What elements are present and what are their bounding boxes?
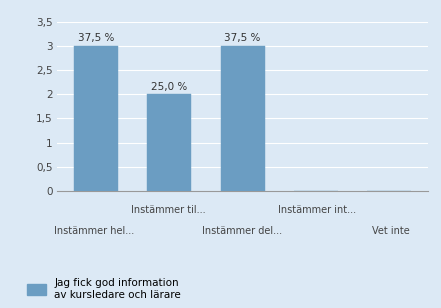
Text: 37,5 %: 37,5 % <box>224 33 261 43</box>
Text: Instämmer int...: Instämmer int... <box>277 205 356 215</box>
Text: 25,0 %: 25,0 % <box>151 82 187 92</box>
Text: Instämmer hel...: Instämmer hel... <box>54 226 135 236</box>
Bar <box>147 94 191 191</box>
Text: Instämmer del...: Instämmer del... <box>202 226 283 236</box>
Text: Vet inte: Vet inte <box>372 226 410 236</box>
Bar <box>220 46 265 191</box>
Legend: Jag fick god information
av kursledare och lärare: Jag fick god information av kursledare o… <box>27 278 181 300</box>
Text: 37,5 %: 37,5 % <box>78 33 114 43</box>
Bar <box>74 46 118 191</box>
Text: Instämmer til...: Instämmer til... <box>131 205 206 215</box>
